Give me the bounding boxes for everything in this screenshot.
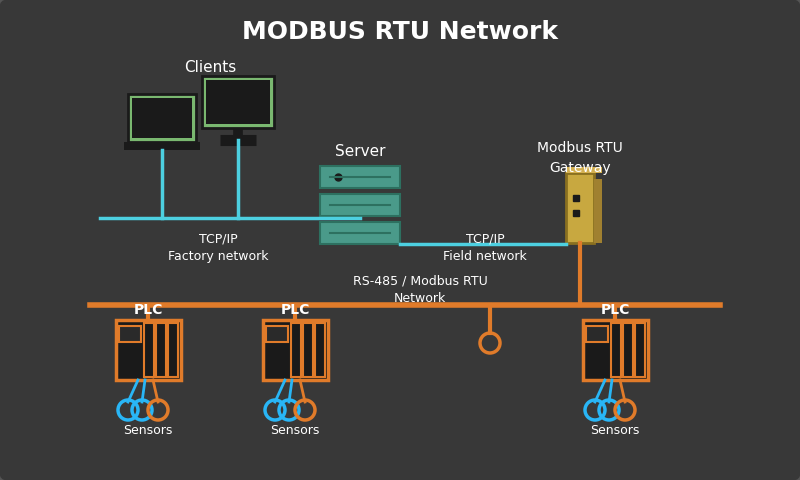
FancyBboxPatch shape <box>124 142 200 150</box>
FancyBboxPatch shape <box>320 222 400 244</box>
Text: Server: Server <box>334 144 386 159</box>
FancyBboxPatch shape <box>206 80 270 124</box>
Text: Clients: Clients <box>184 60 236 75</box>
FancyBboxPatch shape <box>314 323 325 377</box>
FancyBboxPatch shape <box>262 320 327 380</box>
FancyBboxPatch shape <box>320 166 400 188</box>
FancyBboxPatch shape <box>202 76 274 128</box>
Text: TCP/IP
Factory network: TCP/IP Factory network <box>168 233 268 263</box>
FancyBboxPatch shape <box>143 323 154 377</box>
FancyBboxPatch shape <box>594 179 602 243</box>
FancyBboxPatch shape <box>634 323 645 377</box>
FancyBboxPatch shape <box>132 98 192 138</box>
Text: Sensors: Sensors <box>123 423 173 436</box>
FancyBboxPatch shape <box>290 323 301 377</box>
Text: TCP/IP
Field network: TCP/IP Field network <box>443 233 527 263</box>
Text: Sensors: Sensors <box>590 423 640 436</box>
FancyBboxPatch shape <box>622 323 633 377</box>
FancyBboxPatch shape <box>610 323 621 377</box>
FancyBboxPatch shape <box>128 94 196 142</box>
Text: Sensors: Sensors <box>270 423 320 436</box>
FancyBboxPatch shape <box>586 326 607 342</box>
Text: PLC: PLC <box>600 303 630 317</box>
FancyBboxPatch shape <box>582 320 647 380</box>
FancyBboxPatch shape <box>566 173 594 243</box>
Text: RS-485 / Modbus RTU
Network: RS-485 / Modbus RTU Network <box>353 275 487 305</box>
FancyBboxPatch shape <box>167 323 178 377</box>
FancyBboxPatch shape <box>115 320 181 380</box>
FancyBboxPatch shape <box>566 167 602 173</box>
FancyBboxPatch shape <box>320 194 400 216</box>
FancyBboxPatch shape <box>266 326 287 342</box>
Text: Modbus RTU
Gateway: Modbus RTU Gateway <box>537 141 623 175</box>
Text: PLC: PLC <box>134 303 162 317</box>
Text: PLC: PLC <box>280 303 310 317</box>
Text: MODBUS RTU Network: MODBUS RTU Network <box>242 20 558 44</box>
FancyBboxPatch shape <box>118 326 141 342</box>
FancyBboxPatch shape <box>302 323 313 377</box>
FancyBboxPatch shape <box>155 323 166 377</box>
